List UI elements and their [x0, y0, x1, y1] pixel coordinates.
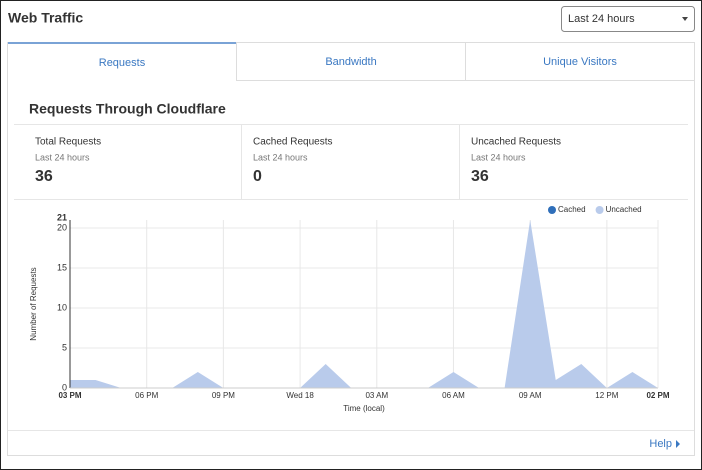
- select-box[interactable]: [561, 6, 695, 32]
- select-caret: [682, 17, 688, 21]
- select-text[interactable]: Last 24 hours: [568, 13, 635, 25]
- stat-label: Uncached Requests: [471, 137, 561, 148]
- y-tick-label: 21: [57, 212, 67, 222]
- area: [70, 220, 658, 388]
- legend-label: Cached: [558, 205, 586, 214]
- x-tick-label: 09 AM: [519, 391, 542, 400]
- stat-period: Last 24 hours: [253, 152, 308, 162]
- legend-swatch: [595, 206, 604, 214]
- x-tick-label: 06 PM: [135, 391, 158, 400]
- x-tick-label: 12 PM: [595, 391, 618, 400]
- stat-value: 36: [471, 168, 489, 185]
- x-axis-label: Time (local): [343, 404, 385, 413]
- y-tick-label: 10: [57, 302, 67, 312]
- x-tick-label: Wed 18: [286, 391, 314, 400]
- stat-label: Cached Requests: [253, 137, 333, 148]
- x-tick-label: 02 PM: [646, 391, 669, 400]
- y-axis-label: Number of Requests: [29, 267, 38, 340]
- x-tick-label: 03 PM: [58, 391, 81, 400]
- legend-swatch: [548, 206, 556, 214]
- x-tick-label: 03 AM: [365, 391, 388, 400]
- y-tick-label: 15: [57, 262, 67, 272]
- title: Web Traffic: [8, 10, 83, 26]
- range-select[interactable]: Last 24 hours: [561, 6, 695, 32]
- legend-label: Uncached: [606, 205, 642, 214]
- x-tick-label: 09 PM: [212, 391, 235, 400]
- help-link[interactable]: Help: [649, 438, 672, 450]
- stat-period: Last 24 hours: [471, 152, 526, 162]
- stat-label: Total Requests: [35, 137, 101, 148]
- stat-period: Last 24 hours: [35, 152, 90, 162]
- tab[interactable]: Requests: [99, 57, 146, 69]
- active-tab: [8, 43, 236, 81]
- x-tick-label: 06 AM: [442, 391, 465, 400]
- y-tick-label: 0: [62, 382, 67, 392]
- help-arrow[interactable]: [676, 440, 680, 448]
- tab[interactable]: Unique Visitors: [543, 56, 617, 68]
- section-title: Requests Through Cloudflare: [29, 101, 226, 117]
- stat-value: 0: [253, 168, 262, 185]
- tab[interactable]: Bandwidth: [325, 56, 376, 68]
- y-tick-label: 5: [62, 342, 67, 352]
- stat-value: 36: [35, 168, 53, 185]
- y-tick-label: 20: [57, 222, 67, 232]
